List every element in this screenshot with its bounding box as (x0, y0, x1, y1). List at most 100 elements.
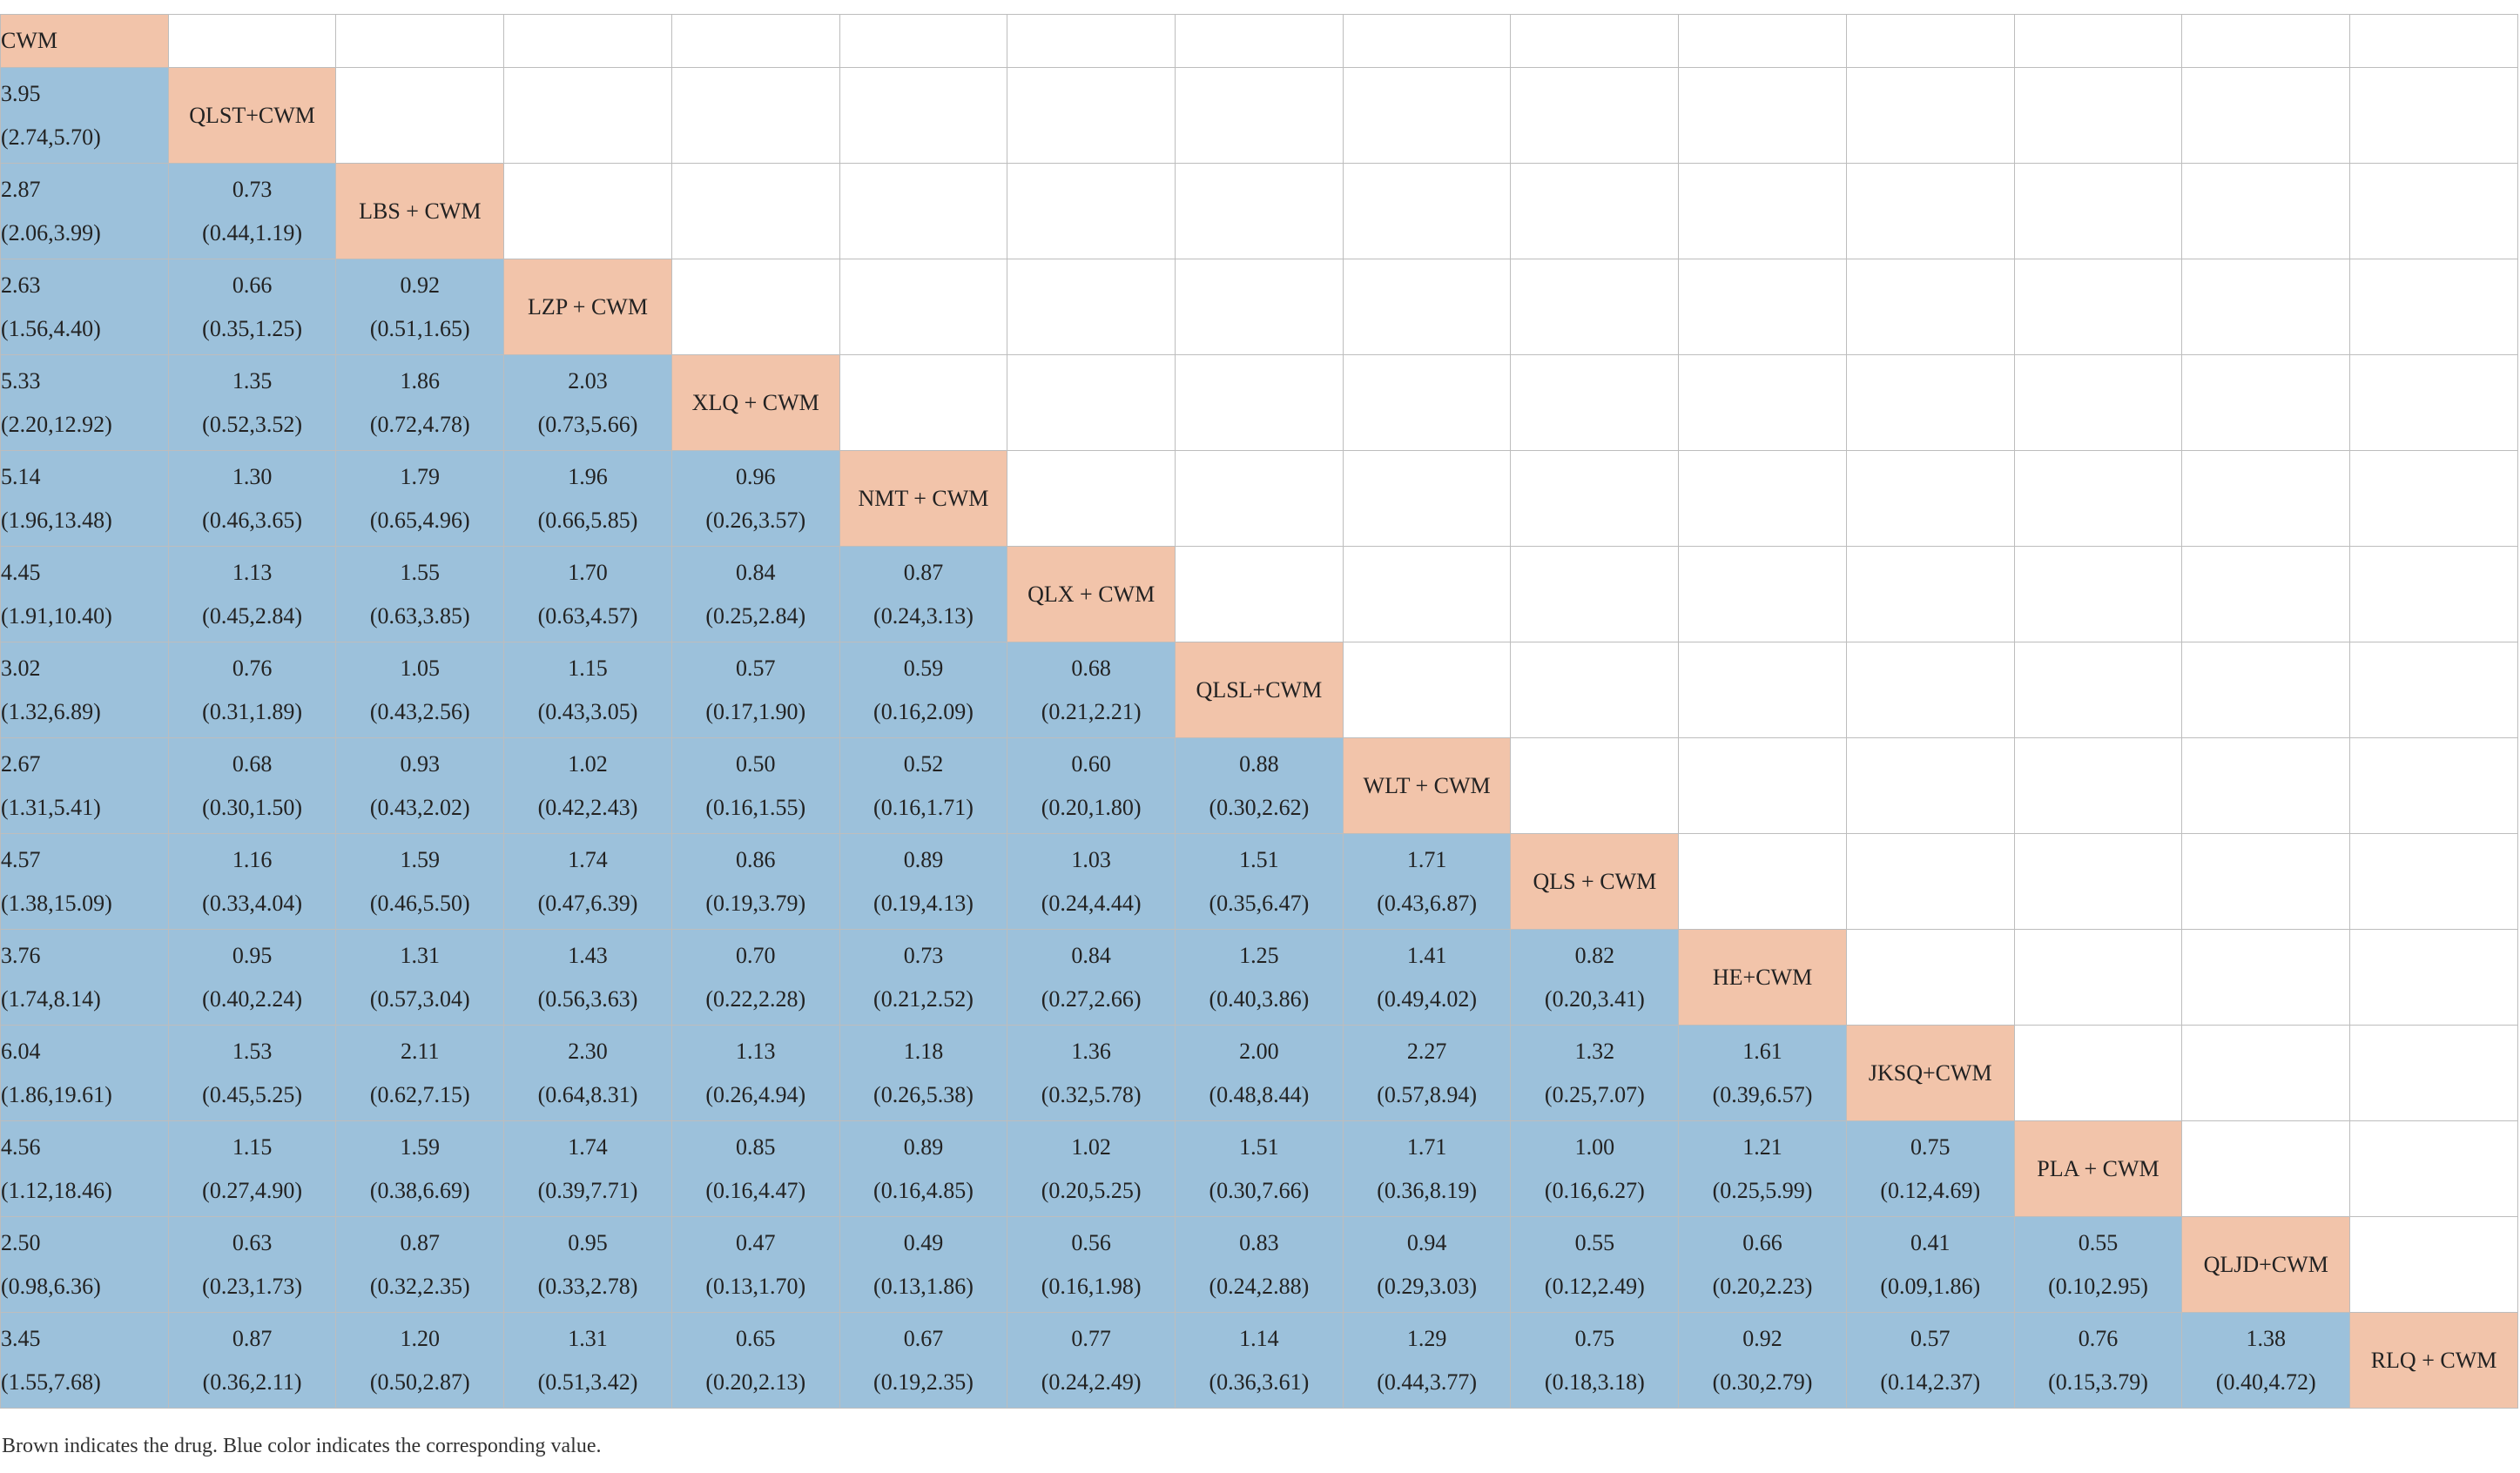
effect-estimate: 0.41 (1910, 1229, 1951, 1255)
value-cell: 1.51 (0.30,7.66) (1175, 1120, 1344, 1217)
effect-estimate: 1.74 (568, 1133, 608, 1160)
empty-cell (1007, 14, 1176, 68)
confidence-interval: (0.16,1.55) (705, 794, 806, 820)
value-cell: 1.05 (0.43,2.56) (335, 642, 505, 738)
confidence-interval: (0.36,2.11) (202, 1369, 302, 1395)
confidence-interval: (0.43,2.02) (369, 794, 470, 820)
value-cell: 1.79 (0.65,4.96) (335, 450, 505, 547)
empty-cell (2013, 833, 2183, 930)
confidence-interval: (0.35,6.47) (1209, 890, 1310, 916)
empty-cell (1510, 259, 1680, 355)
confidence-interval: (0.24,2.49) (1041, 1369, 1142, 1395)
effect-estimate: 0.84 (1071, 942, 1111, 968)
table-row: 6.04 (1.86,19.61) 1.53 (0.45,5.25) 2.11 (0.62… (0, 1025, 2518, 1121)
drug-cell: QLST+CWM (167, 67, 337, 164)
confidence-interval: (0.14,2.37) (1880, 1369, 1981, 1395)
confidence-interval: (0.30,2.79) (1712, 1369, 1813, 1395)
confidence-interval: (0.30,1.50) (202, 794, 302, 820)
confidence-interval: (0.32,5.78) (1041, 1081, 1142, 1107)
empty-cell (1175, 259, 1344, 355)
drug-cell: LZP + CWM (503, 259, 672, 355)
value-cell: 0.66 (0.35,1.25) (167, 259, 337, 355)
drug-cell: HE+CWM (1678, 929, 1847, 1026)
confidence-interval: (0.24,4.44) (1041, 890, 1142, 916)
drug-cell: LBS + CWM (335, 163, 505, 259)
confidence-interval: (0.16,4.85) (873, 1177, 974, 1203)
empty-cell (2181, 546, 2351, 642)
value-cell: 0.55 (0.12,2.49) (1510, 1216, 1680, 1313)
empty-cell (2181, 67, 2351, 164)
confidence-interval: (0.17,1.90) (705, 698, 806, 724)
confidence-interval: (0.47,6.39) (537, 890, 638, 916)
confidence-interval: (0.43,3.05) (537, 698, 638, 724)
drug-cell: JKSQ+CWM (1845, 1025, 2015, 1121)
value-cell: 0.96 (0.26,3.57) (670, 450, 840, 547)
empty-cell (1678, 546, 1847, 642)
effect-estimate: 0.66 (232, 272, 273, 298)
effect-estimate: 0.57 (1910, 1325, 1951, 1351)
empty-cell (1175, 163, 1344, 259)
value-cell: 0.65 (0.20,2.13) (670, 1312, 840, 1409)
empty-cell (503, 67, 672, 164)
empty-cell (839, 259, 1008, 355)
confidence-interval: (1.38,15.09) (1, 890, 112, 916)
confidence-interval: (0.33,4.04) (202, 890, 302, 916)
effect-estimate: 1.15 (232, 1133, 273, 1160)
empty-cell (2181, 354, 2351, 451)
effect-estimate: 0.95 (568, 1229, 608, 1255)
confidence-interval: (0.56,3.63) (537, 985, 638, 1012)
value-cell: 0.73 (0.44,1.19) (167, 163, 337, 259)
effect-estimate: 1.53 (232, 1038, 273, 1064)
effect-estimate: 1.18 (903, 1038, 944, 1064)
effect-estimate: 0.76 (2078, 1325, 2119, 1351)
value-cell: 1.53 (0.45,5.25) (167, 1025, 337, 1121)
confidence-interval: (0.39,7.71) (537, 1177, 638, 1203)
value-cell: 5.33 (2.20,12.92) (0, 354, 169, 451)
value-cell: 0.55 (0.10,2.95) (2013, 1216, 2183, 1313)
value-cell: 0.70 (0.22,2.28) (670, 929, 840, 1026)
value-cell: 0.94 (0.29,3.03) (1342, 1216, 1512, 1313)
empty-cell (2013, 1025, 2183, 1121)
confidence-interval: (0.51,1.65) (369, 315, 470, 341)
value-cell: 0.75 (0.18,3.18) (1510, 1312, 1680, 1409)
effect-estimate: 1.13 (232, 559, 273, 585)
effect-estimate: 1.38 (2246, 1325, 2286, 1351)
empty-cell (2349, 354, 2518, 451)
effect-estimate: 1.13 (735, 1038, 776, 1064)
effect-estimate: 0.82 (1574, 942, 1615, 968)
effect-estimate: 1.61 (1742, 1038, 1782, 1064)
empty-cell (1342, 642, 1512, 738)
confidence-interval: (0.65,4.96) (369, 507, 470, 533)
value-cell: 1.03 (0.24,4.44) (1007, 833, 1176, 930)
value-cell: 0.52 (0.16,1.71) (839, 737, 1008, 834)
effect-estimate: 0.73 (903, 942, 944, 968)
effect-estimate: 0.63 (232, 1229, 273, 1255)
confidence-interval: (0.46,5.50) (369, 890, 470, 916)
empty-cell (1845, 929, 2015, 1026)
confidence-interval: (0.40,4.72) (2215, 1369, 2316, 1395)
league-table-body: CWM 3.95 (2.74,5.70) QLST+CWM 2.87 (2.06,3.99… (0, 14, 2518, 1409)
drug-cell: QLJD+CWM (2181, 1216, 2351, 1313)
value-cell: 0.57 (0.17,1.90) (670, 642, 840, 738)
table-row: CWM (0, 14, 2518, 68)
empty-cell (503, 163, 672, 259)
effect-estimate: 1.71 (1406, 1133, 1447, 1160)
drug-cell: WLT + CWM (1342, 737, 1512, 834)
value-cell: 1.38 (0.40,4.72) (2181, 1312, 2351, 1409)
confidence-interval: (0.19,4.13) (873, 890, 974, 916)
effect-estimate: 0.73 (232, 176, 273, 202)
effect-estimate: 1.31 (400, 942, 441, 968)
value-cell: 1.31 (0.57,3.04) (335, 929, 505, 1026)
effect-estimate: 1.59 (400, 846, 441, 872)
confidence-interval: (0.18,3.18) (1544, 1369, 1645, 1395)
value-cell: 6.04 (1.86,19.61) (0, 1025, 169, 1121)
effect-estimate: 1.20 (400, 1325, 441, 1351)
empty-cell (2181, 929, 2351, 1026)
confidence-interval: (1.86,19.61) (1, 1081, 112, 1107)
value-cell: 0.50 (0.16,1.55) (670, 737, 840, 834)
confidence-interval: (0.31,1.89) (202, 698, 302, 724)
confidence-interval: (0.16,1.98) (1041, 1273, 1142, 1299)
empty-cell (839, 14, 1008, 68)
empty-cell (1678, 67, 1847, 164)
empty-cell (2013, 354, 2183, 451)
